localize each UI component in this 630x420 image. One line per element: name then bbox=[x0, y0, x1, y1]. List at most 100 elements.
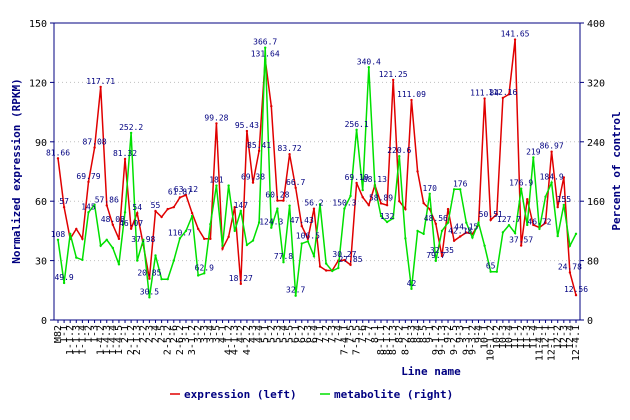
data-label: 66.7 bbox=[286, 178, 305, 187]
data-label: 69.79 bbox=[76, 172, 100, 181]
data-label: 32.35 bbox=[430, 246, 454, 255]
series-point bbox=[215, 122, 218, 125]
series-line-metabolite bbox=[57, 47, 577, 298]
data-label: 20.85 bbox=[137, 269, 161, 278]
series-point bbox=[68, 232, 72, 236]
x-tick-label: 3-1.2 bbox=[187, 325, 198, 355]
x-tick-label: 2-5.2 bbox=[163, 325, 174, 355]
left-tick-label: 90 bbox=[35, 138, 47, 149]
series-point bbox=[160, 215, 163, 219]
series-point bbox=[209, 223, 212, 226]
data-label: 37.57 bbox=[509, 236, 533, 245]
data-label: 58.89 bbox=[369, 193, 393, 202]
series-point bbox=[62, 205, 66, 209]
series-point bbox=[62, 281, 66, 285]
x-tick-label: 1-3 bbox=[90, 325, 101, 343]
series-point bbox=[361, 196, 364, 199]
data-label: 18.27 bbox=[229, 274, 253, 283]
series-point bbox=[526, 198, 529, 201]
series-point bbox=[501, 231, 505, 234]
x-tick-label: 8-1 bbox=[370, 325, 381, 343]
x-tick-label: 12-4 bbox=[565, 325, 576, 349]
data-label: 37.98 bbox=[131, 235, 155, 244]
x-tick-label: 2-1.2 bbox=[126, 325, 137, 355]
x-tick-label: 4-1 bbox=[218, 325, 229, 343]
x-tick-label: 6-2 bbox=[297, 325, 308, 343]
series-point bbox=[154, 209, 157, 213]
data-label: 85.41 bbox=[247, 141, 271, 150]
series-point bbox=[404, 207, 407, 211]
series-point bbox=[391, 217, 395, 220]
data-label: 99.28 bbox=[204, 113, 228, 122]
series-point bbox=[343, 258, 346, 262]
x-tick-label: 4-4 bbox=[254, 325, 265, 343]
data-label: 57 bbox=[59, 197, 69, 206]
data-label: 47.43 bbox=[290, 216, 314, 225]
series-point bbox=[190, 211, 194, 215]
series-point bbox=[203, 237, 206, 241]
series-point bbox=[519, 187, 523, 190]
series-point bbox=[276, 199, 279, 202]
series-point bbox=[251, 181, 255, 184]
data-label: 12.56 bbox=[564, 285, 588, 294]
series-point bbox=[148, 296, 151, 299]
series-point bbox=[196, 227, 200, 231]
series-point bbox=[483, 244, 486, 247]
series-point bbox=[568, 244, 572, 247]
series-point bbox=[349, 194, 352, 198]
x-tick-label: 8-1.3 bbox=[388, 325, 399, 355]
x-tick-label: 10-4 bbox=[504, 325, 515, 349]
series-point bbox=[81, 237, 84, 241]
series-layer bbox=[56, 38, 578, 299]
x-tick-label: 2-1.3 bbox=[132, 325, 143, 355]
series-point bbox=[434, 259, 438, 263]
x-tick-label: 1-2 bbox=[83, 325, 94, 343]
data-label: 145 bbox=[81, 202, 96, 211]
x-tick-label: 2-4 bbox=[151, 325, 162, 343]
x-tick-label: 6-1 bbox=[291, 325, 302, 343]
data-label: 127.7 bbox=[497, 215, 521, 224]
data-label: 252.2 bbox=[119, 123, 143, 132]
series-point bbox=[538, 227, 541, 231]
series-point bbox=[178, 237, 182, 240]
x-tick-label: 1-4.5 bbox=[114, 325, 125, 355]
data-label: 124.3 bbox=[259, 218, 283, 227]
x-tick-label: 10-1.2 bbox=[486, 325, 497, 361]
data-label: 81.32 bbox=[113, 149, 137, 158]
series-point bbox=[294, 294, 297, 297]
series-point bbox=[385, 203, 389, 207]
x-tick-label: 10-3 bbox=[498, 325, 509, 349]
data-label: 117.71 bbox=[86, 77, 115, 86]
x-tick-label: 4-1.3 bbox=[230, 325, 241, 355]
series-point bbox=[574, 232, 578, 236]
data-label: 55 bbox=[151, 201, 161, 210]
data-labels: 81.66 57 69.79 87.08 117.71 57.86 48.08 81.32 46… bbox=[46, 30, 588, 297]
series-point bbox=[184, 193, 188, 197]
series-point bbox=[148, 277, 151, 280]
x-tick-label: 8-5 bbox=[419, 325, 430, 343]
series-point bbox=[574, 293, 578, 297]
x-tick-label: 1-4.3 bbox=[102, 325, 113, 355]
data-label: 30.5 bbox=[140, 287, 159, 296]
series-point bbox=[532, 156, 535, 159]
x-tick-label: 4-3 bbox=[248, 325, 259, 343]
series-point bbox=[331, 269, 334, 273]
x-tick-label: 2-3 bbox=[144, 325, 155, 343]
series-point bbox=[489, 218, 492, 222]
data-label: 81.66 bbox=[46, 148, 70, 157]
series-point bbox=[123, 157, 127, 161]
x-tick-label: 5-3 bbox=[272, 325, 283, 343]
x-tick-label: 7-5 bbox=[346, 325, 357, 343]
series-point bbox=[495, 270, 498, 273]
series-point bbox=[56, 238, 60, 242]
x-tick-label: 5-2 bbox=[266, 325, 277, 343]
series-point bbox=[465, 221, 468, 224]
series-point bbox=[471, 236, 474, 239]
x-axis: M821-11-1.21-1.31-1.41-21-31-4.21-4.31-4… bbox=[53, 320, 582, 361]
data-label: 69.38 bbox=[241, 173, 265, 182]
series-point bbox=[422, 201, 425, 205]
series-point bbox=[452, 188, 456, 191]
series-point bbox=[306, 237, 310, 241]
series-point bbox=[105, 204, 108, 207]
series-point bbox=[324, 262, 328, 265]
